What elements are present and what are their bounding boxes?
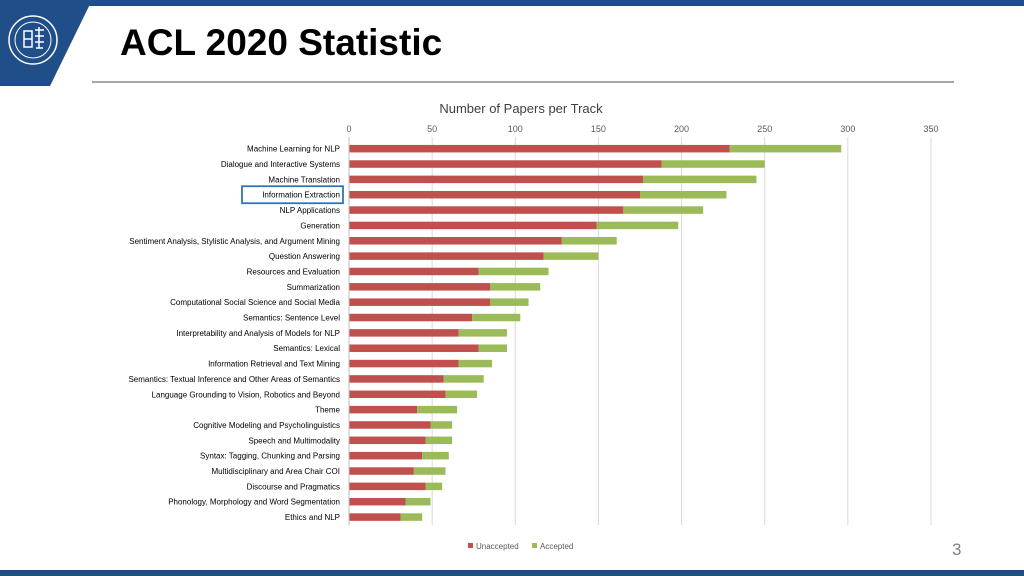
- bar-unaccepted: [349, 160, 662, 168]
- bar-accepted: [490, 298, 529, 306]
- x-tick-label: 50: [427, 124, 437, 134]
- university-logo: [0, 0, 92, 86]
- category-label: Summarization: [287, 283, 340, 292]
- bar-unaccepted: [349, 252, 544, 260]
- legend-swatch-accepted: [532, 543, 537, 548]
- category-label: Speech and Multimodality: [248, 436, 340, 445]
- category-label: Information Extraction: [262, 191, 340, 200]
- highlight-box: [241, 185, 344, 205]
- category-label: Syntax: Tagging, Chunking and Parsing: [200, 452, 340, 461]
- bar-unaccepted: [349, 175, 644, 184]
- category-label: Theme: [315, 406, 340, 415]
- bar-unaccepted: [349, 359, 459, 368]
- top-accent-bar: [0, 0, 1024, 6]
- bar-accepted: [661, 160, 765, 168]
- chart-title: Number of Papers per Track: [439, 101, 603, 116]
- bar-unaccepted: [349, 298, 491, 306]
- category-label: Semantics: Textual Inference and Other A…: [128, 375, 340, 384]
- slide-title: ACL 2020 Statistic: [120, 22, 443, 63]
- bar-unaccepted: [349, 344, 479, 352]
- bar-accepted: [422, 451, 449, 460]
- bar-accepted: [443, 375, 484, 383]
- category-label: Generation: [300, 221, 340, 230]
- bar-accepted: [478, 344, 507, 352]
- bar-accepted: [445, 390, 478, 399]
- x-tick-label: 300: [840, 124, 855, 134]
- bar-accepted: [643, 175, 757, 184]
- bar-accepted: [561, 237, 617, 245]
- category-label: Language Grounding to Vision, Robotics a…: [152, 390, 340, 399]
- bar-accepted: [425, 482, 443, 491]
- category-label: Sentiment Analysis, Stylistic Analysis, …: [129, 237, 340, 246]
- category-label: Question Answering: [269, 252, 340, 261]
- bar-unaccepted: [349, 375, 444, 383]
- bar-accepted: [425, 436, 453, 445]
- bar-accepted: [729, 144, 842, 153]
- bar-accepted: [405, 497, 431, 506]
- bar-unaccepted: [349, 144, 730, 153]
- bar-accepted: [478, 267, 549, 276]
- category-label: Interpretability and Analysis of Models …: [176, 329, 340, 338]
- category-label: Phonology, Morphology and Word Segmentat…: [168, 498, 340, 507]
- bar-accepted: [596, 221, 679, 230]
- category-label: Discourse and Pragmatics: [247, 482, 340, 491]
- category-label: NLP Applications: [280, 206, 340, 215]
- bottom-accent-bar: [0, 570, 1024, 576]
- bar-unaccepted: [349, 313, 473, 322]
- bar-unaccepted: [349, 513, 401, 521]
- bar-unaccepted: [349, 190, 640, 199]
- title-divider: [92, 81, 954, 83]
- bar-accepted: [458, 329, 507, 337]
- x-tick-label: 0: [346, 124, 351, 134]
- bar-unaccepted: [349, 436, 426, 445]
- legend-swatch-unaccepted: [468, 543, 473, 548]
- bar-unaccepted: [349, 237, 562, 245]
- category-label: Computational Social Science and Social …: [170, 298, 340, 307]
- category-label: Ethics and NLP: [285, 513, 340, 522]
- x-tick-label: 200: [674, 124, 689, 134]
- bar-accepted: [543, 252, 599, 260]
- bar-unaccepted: [349, 329, 459, 337]
- bar-unaccepted: [349, 206, 624, 214]
- category-label: Machine Translation: [268, 175, 340, 184]
- page-number: 3: [952, 540, 962, 559]
- bar-unaccepted: [349, 451, 423, 460]
- bar-accepted: [400, 513, 423, 521]
- bar-unaccepted: [349, 283, 491, 291]
- category-label: Machine Learning for NLP: [247, 145, 340, 154]
- category-label: Semantics: Lexical: [273, 344, 340, 353]
- bar-unaccepted: [349, 482, 426, 491]
- legend-label-accepted: Accepted: [540, 542, 573, 551]
- legend-label-unaccepted: Unaccepted: [476, 542, 519, 551]
- category-label: Information Retrieval and Text Mining: [208, 360, 340, 369]
- category-label: Cognitive Modeling and Psycholinguistics: [193, 421, 340, 430]
- bar-unaccepted: [349, 467, 414, 475]
- bar-accepted: [472, 313, 521, 322]
- bar-unaccepted: [349, 497, 406, 506]
- bar-accepted: [413, 467, 446, 475]
- category-label: Resources and Evaluation: [247, 267, 340, 276]
- bar-unaccepted: [349, 421, 431, 429]
- category-label: Multidisciplinary and Area Chair COI: [212, 467, 341, 476]
- bar-accepted: [417, 405, 458, 414]
- bar-accepted: [458, 359, 493, 368]
- bar-accepted: [430, 421, 453, 429]
- category-label: Dialogue and Interactive Systems: [221, 160, 340, 169]
- bar-unaccepted: [349, 390, 446, 399]
- x-tick-label: 100: [508, 124, 523, 134]
- bar-unaccepted: [349, 221, 597, 230]
- bar-accepted: [623, 206, 704, 214]
- x-tick-label: 250: [757, 124, 772, 134]
- category-label: Semantics: Sentence Level: [243, 314, 340, 323]
- x-tick-label: 350: [923, 124, 938, 134]
- bar-unaccepted: [349, 267, 479, 276]
- bar-accepted: [640, 190, 727, 199]
- bar-accepted: [490, 283, 541, 291]
- bar-unaccepted: [349, 405, 418, 414]
- x-tick-label: 150: [591, 124, 606, 134]
